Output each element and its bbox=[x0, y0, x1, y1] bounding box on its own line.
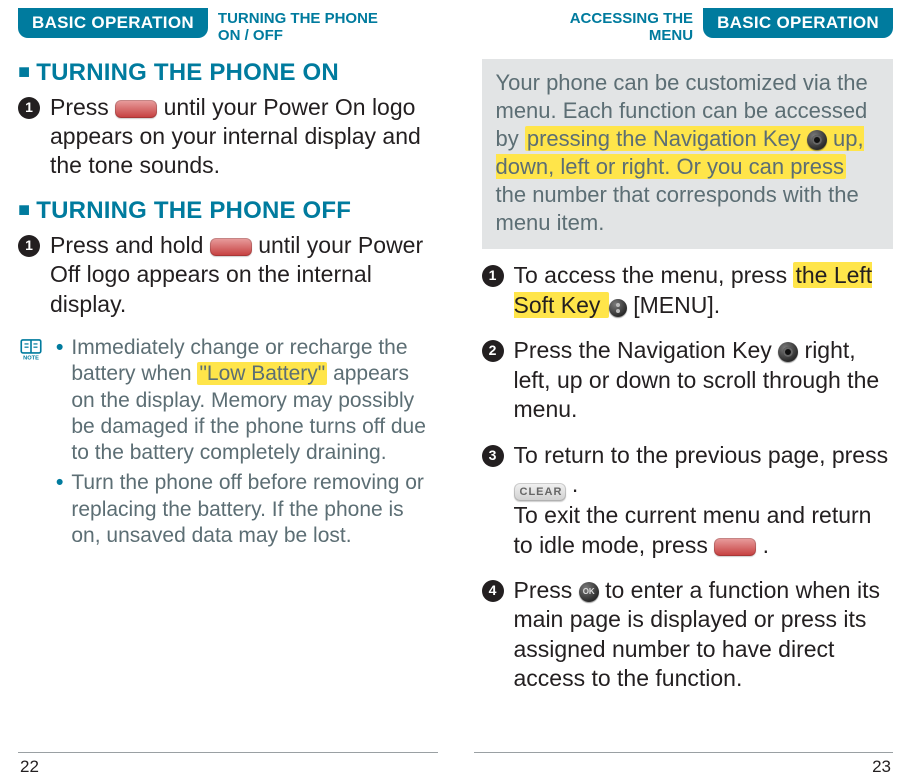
end-key-icon bbox=[115, 100, 157, 118]
ok-key-icon bbox=[579, 582, 599, 602]
manual-spread: BASIC OPERATION TURNING THE PHONE ON / O… bbox=[0, 0, 911, 783]
left-header: BASIC OPERATION TURNING THE PHONE ON / O… bbox=[18, 8, 430, 45]
right-header: ACCESSING THE MENU BASIC OPERATION bbox=[482, 8, 894, 45]
page-number-left: 22 bbox=[20, 757, 39, 777]
step-text: To return to the previous page, press CL… bbox=[514, 441, 894, 560]
text-fragment: Press and hold bbox=[50, 232, 210, 258]
step-text: Press and hold until your Power Off logo… bbox=[50, 231, 430, 319]
nav-key-icon bbox=[807, 130, 827, 150]
step-number: 1 bbox=[18, 97, 40, 119]
heading-turn-off: ■ TURNING THE PHONE OFF bbox=[18, 197, 430, 225]
square-bullet-icon: ■ bbox=[18, 61, 30, 83]
note-item: • Turn the phone off before removing or … bbox=[56, 470, 430, 549]
text-fragment: To return to the previous page, press bbox=[514, 442, 889, 468]
bullet-icon: • bbox=[56, 470, 63, 549]
step-text: Press until your Power On logo appears o… bbox=[50, 93, 430, 181]
text-fragment: the number that corresponds with the men… bbox=[496, 182, 859, 235]
chapter-tab-right: BASIC OPERATION bbox=[703, 8, 893, 38]
highlight: pressing the Navigation Key up, down, le… bbox=[496, 126, 864, 179]
page-number-right: 23 bbox=[872, 757, 891, 777]
heading-turn-on: ■ TURNING THE PHONE ON bbox=[18, 59, 430, 87]
end-key-icon bbox=[210, 238, 252, 256]
text-fragment: . bbox=[756, 532, 769, 558]
intro-box: Your phone can be customized via the men… bbox=[482, 59, 894, 250]
text-fragment: Press the Navigation Key bbox=[514, 337, 779, 363]
highlight: "Low Battery" bbox=[197, 362, 327, 385]
step-number: 3 bbox=[482, 445, 504, 467]
end-key-icon bbox=[714, 538, 756, 556]
step-menu-1: 1 To access the menu, press the Left Sof… bbox=[482, 261, 894, 320]
note-item: • Immediately change or recharge the bat… bbox=[56, 335, 430, 466]
bullet-icon: • bbox=[56, 335, 63, 466]
step-text: Press to enter a function when its main … bbox=[514, 576, 894, 694]
step-menu-2: 2 Press the Navigation Key right, left, … bbox=[482, 336, 894, 424]
note-block: NOTE • Immediately change or recharge th… bbox=[18, 335, 430, 553]
step-number: 1 bbox=[482, 265, 504, 287]
step-number: 1 bbox=[18, 235, 40, 257]
step-number: 2 bbox=[482, 340, 504, 362]
heading-turn-on-text: TURNING THE PHONE ON bbox=[36, 59, 339, 86]
step-menu-3: 3 To return to the previous page, press … bbox=[482, 441, 894, 560]
section-line1: TURNING THE PHONE bbox=[218, 10, 378, 27]
text-fragment: pressing the Navigation Key bbox=[527, 126, 807, 151]
note-icon: NOTE bbox=[18, 335, 46, 553]
footer-rule bbox=[18, 752, 438, 753]
chapter-tab-left: BASIC OPERATION bbox=[18, 8, 208, 38]
nav-key-icon bbox=[778, 342, 798, 362]
footer-rule bbox=[474, 752, 894, 753]
text-fragment: Press bbox=[514, 577, 579, 603]
text-fragment: . bbox=[566, 471, 579, 497]
svg-text:NOTE: NOTE bbox=[23, 356, 39, 362]
text-fragment: To exit the current menu and return to i… bbox=[514, 502, 872, 557]
text-fragment: Press bbox=[50, 94, 115, 120]
text-fragment: [MENU]. bbox=[627, 292, 720, 318]
step-on-1: 1 Press until your Power On logo appears… bbox=[18, 93, 430, 181]
square-bullet-icon: ■ bbox=[18, 199, 30, 221]
step-menu-4: 4 Press to enter a function when its mai… bbox=[482, 576, 894, 694]
section-label-left: TURNING THE PHONE ON / OFF bbox=[218, 8, 378, 45]
clear-key-icon: CLEAR bbox=[514, 483, 566, 501]
section-line2: ON / OFF bbox=[218, 27, 283, 44]
note-list: • Immediately change or recharge the bat… bbox=[56, 335, 430, 553]
right-page: ACCESSING THE MENU BASIC OPERATION Your … bbox=[456, 0, 911, 783]
text-fragment: To access the menu, press bbox=[514, 262, 794, 288]
step-off-1: 1 Press and hold until your Power Off lo… bbox=[18, 231, 430, 319]
step-number: 4 bbox=[482, 580, 504, 602]
section-label-right: ACCESSING THE MENU bbox=[570, 8, 693, 45]
note-text: Immediately change or recharge the batte… bbox=[71, 335, 429, 466]
section-line2: MENU bbox=[649, 27, 693, 44]
section-line1: ACCESSING THE bbox=[570, 10, 693, 27]
note-text: Turn the phone off before removing or re… bbox=[71, 470, 429, 549]
left-page: BASIC OPERATION TURNING THE PHONE ON / O… bbox=[0, 0, 456, 783]
step-text: Press the Navigation Key right, left, up… bbox=[514, 336, 894, 424]
heading-turn-off-text: TURNING THE PHONE OFF bbox=[36, 197, 351, 224]
step-text: To access the menu, press the Left Soft … bbox=[514, 261, 894, 320]
soft-key-icon bbox=[609, 299, 627, 317]
